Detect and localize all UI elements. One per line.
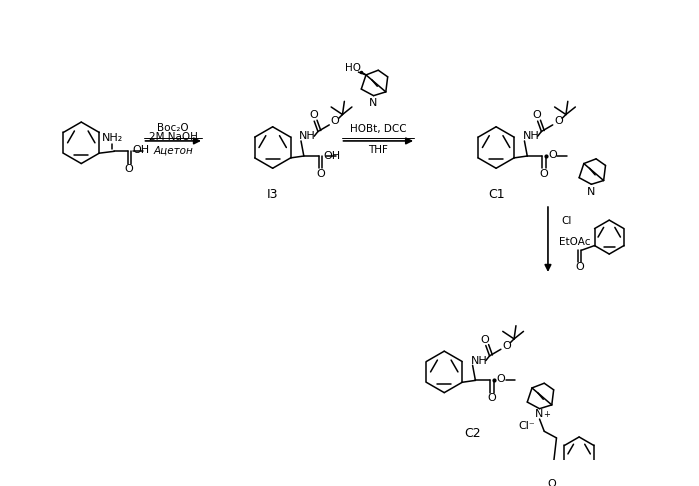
Text: C1: C1 (488, 188, 505, 201)
Text: O: O (487, 393, 496, 403)
Text: EtOAc: EtOAc (559, 237, 591, 247)
Text: O: O (548, 150, 557, 160)
Text: NH₂: NH₂ (102, 133, 123, 143)
Text: O: O (540, 169, 548, 179)
Text: O: O (547, 479, 556, 486)
Text: Ацетон: Ацетон (153, 145, 193, 156)
Text: N: N (535, 409, 544, 419)
Text: N: N (587, 187, 596, 197)
Text: C2: C2 (464, 427, 481, 440)
Text: O: O (496, 374, 505, 384)
Text: O: O (575, 262, 584, 272)
Text: O: O (554, 116, 563, 126)
Text: O: O (331, 116, 339, 126)
Text: 2M NaOH: 2M NaOH (149, 132, 198, 142)
Text: O: O (502, 341, 511, 350)
Text: NH: NH (523, 131, 540, 141)
Text: HO: HO (345, 63, 361, 73)
Text: THF: THF (368, 145, 388, 156)
Text: +: + (543, 410, 550, 419)
Text: N: N (369, 98, 377, 108)
Text: NH: NH (299, 131, 316, 141)
Text: O: O (480, 335, 489, 345)
Text: I3: I3 (267, 188, 278, 201)
Text: NH: NH (471, 356, 488, 365)
Text: Cl⁻: Cl⁻ (518, 421, 535, 431)
Text: O: O (533, 110, 541, 121)
Text: O: O (316, 169, 325, 179)
Text: O: O (124, 164, 134, 174)
Text: Boc₂O: Boc₂O (157, 123, 189, 133)
Text: O: O (309, 110, 317, 121)
Text: Cl: Cl (561, 216, 572, 226)
Text: HOBt, DCC: HOBt, DCC (350, 123, 407, 134)
Text: OH: OH (132, 145, 150, 156)
Text: OH: OH (324, 151, 340, 161)
